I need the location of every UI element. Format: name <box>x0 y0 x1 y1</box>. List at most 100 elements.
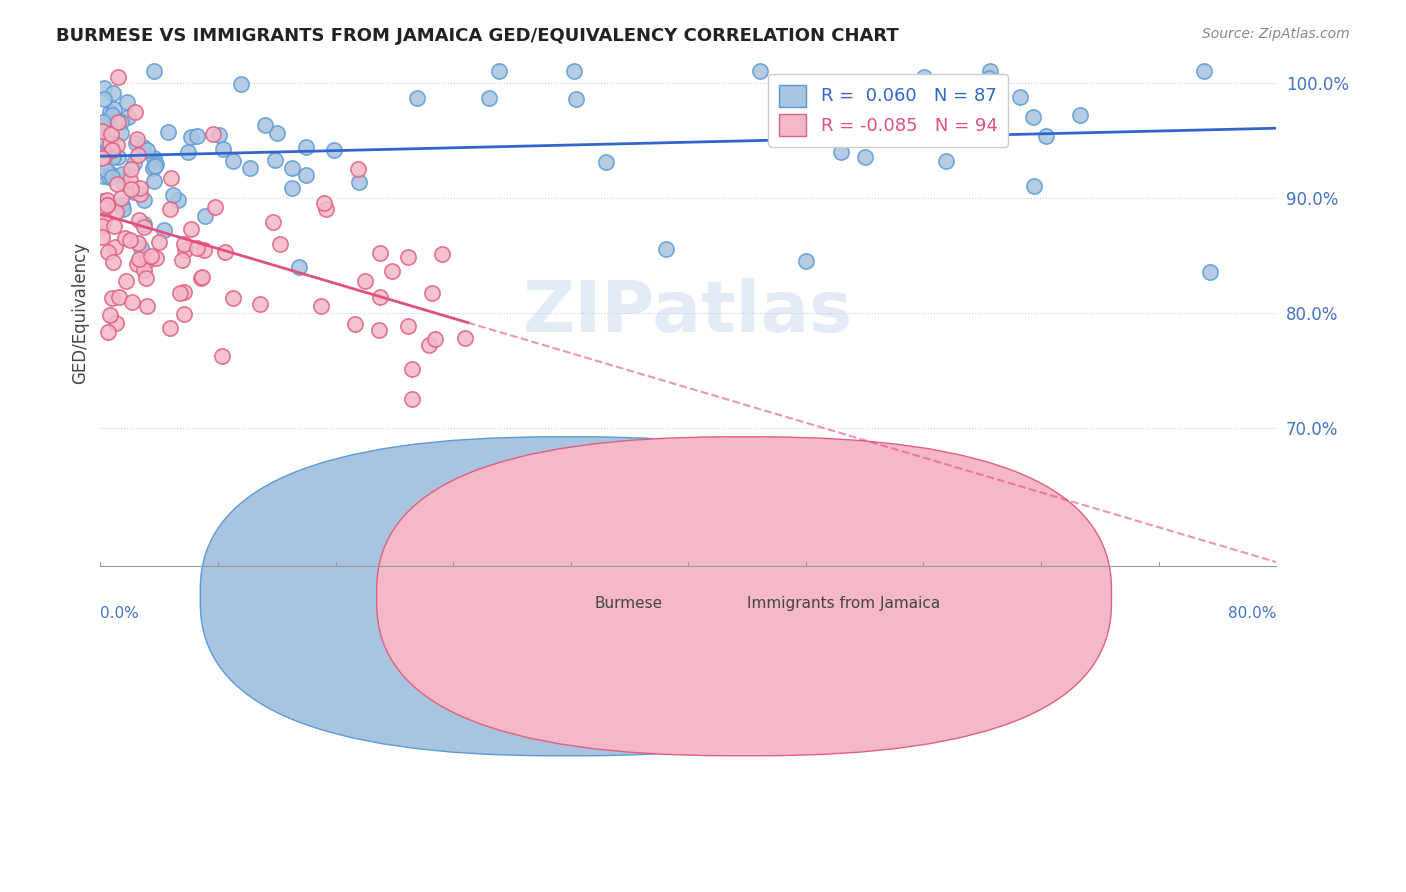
Point <box>912 70 935 84</box>
Point <box>107 150 129 164</box>
Point <box>93 213 115 227</box>
Point <box>98 113 121 128</box>
Point <box>90 230 112 244</box>
Point <box>190 270 212 285</box>
Point <box>1192 64 1215 78</box>
Point <box>309 299 332 313</box>
Point <box>101 150 124 164</box>
Point <box>101 254 124 268</box>
Point <box>655 243 678 257</box>
Point <box>595 154 617 169</box>
Point <box>93 211 115 226</box>
Point <box>173 285 195 300</box>
Point <box>132 194 155 208</box>
Point <box>97 140 120 154</box>
Point <box>112 202 135 216</box>
Point <box>1022 110 1045 124</box>
Point <box>127 235 149 250</box>
Point <box>101 143 124 157</box>
Point <box>124 104 146 119</box>
Point <box>239 161 262 175</box>
Point <box>91 169 114 183</box>
Point <box>114 231 136 245</box>
Point <box>103 102 125 116</box>
Point <box>139 249 162 263</box>
Point <box>145 251 167 265</box>
Point <box>107 290 129 304</box>
Point <box>132 263 155 277</box>
Point <box>207 128 229 142</box>
Point <box>401 392 423 406</box>
Point <box>420 285 443 300</box>
Point <box>120 181 142 195</box>
Point <box>115 95 138 110</box>
Point <box>174 243 197 257</box>
Point <box>132 219 155 234</box>
Point <box>159 202 181 216</box>
Point <box>105 205 128 219</box>
Point <box>405 90 427 104</box>
Point <box>454 331 477 345</box>
FancyBboxPatch shape <box>377 437 1112 756</box>
Point <box>194 209 217 223</box>
Point <box>111 174 134 188</box>
Point <box>222 291 245 305</box>
Point <box>103 87 125 101</box>
FancyBboxPatch shape <box>200 437 935 756</box>
Point <box>104 316 127 330</box>
Point <box>143 64 166 78</box>
Point <box>145 157 167 171</box>
Point <box>249 297 271 311</box>
Point <box>94 135 117 149</box>
Point <box>830 145 852 160</box>
Point <box>159 320 181 334</box>
Point <box>128 252 150 267</box>
Point <box>98 169 121 184</box>
Point <box>979 64 1001 78</box>
Point <box>96 245 118 260</box>
Point <box>148 235 170 250</box>
Point <box>254 118 277 132</box>
Point <box>478 91 501 105</box>
Point <box>162 188 184 202</box>
Point <box>343 317 366 331</box>
Point <box>128 212 150 227</box>
Point <box>315 202 337 216</box>
Point <box>418 338 440 352</box>
Point <box>281 161 304 176</box>
Point <box>110 191 132 205</box>
Point <box>214 244 236 259</box>
Text: ZIPatlas: ZIPatlas <box>523 278 853 347</box>
Point <box>107 70 129 84</box>
Point <box>101 108 124 122</box>
Point <box>564 64 586 78</box>
Point <box>132 217 155 231</box>
Point <box>115 274 138 288</box>
Point <box>153 223 176 237</box>
Point <box>93 81 115 95</box>
Point <box>121 294 143 309</box>
Point <box>142 161 165 176</box>
Point <box>294 168 316 182</box>
Point <box>169 286 191 301</box>
Point <box>125 136 148 151</box>
Point <box>93 91 115 105</box>
Point <box>96 193 118 207</box>
Point <box>127 256 149 270</box>
Point <box>98 136 121 150</box>
Point <box>128 180 150 194</box>
Point <box>173 307 195 321</box>
Point <box>97 325 120 339</box>
Point <box>264 153 287 167</box>
Point <box>1035 128 1057 143</box>
Point <box>1069 108 1091 122</box>
Point <box>177 145 200 159</box>
Point <box>191 269 214 284</box>
Point <box>103 219 125 234</box>
Point <box>104 240 127 254</box>
Point <box>398 319 420 334</box>
Point <box>142 173 165 187</box>
Point <box>100 291 122 305</box>
Point <box>322 144 344 158</box>
Point <box>98 105 121 120</box>
